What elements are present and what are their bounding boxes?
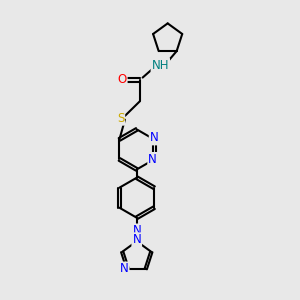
Text: S: S — [117, 112, 124, 125]
Text: N: N — [150, 131, 158, 144]
Text: N: N — [132, 224, 141, 238]
Text: N: N — [132, 233, 141, 246]
Text: N: N — [148, 153, 157, 166]
Text: NH: NH — [152, 59, 169, 72]
Text: N: N — [120, 262, 129, 275]
Text: O: O — [117, 74, 127, 86]
